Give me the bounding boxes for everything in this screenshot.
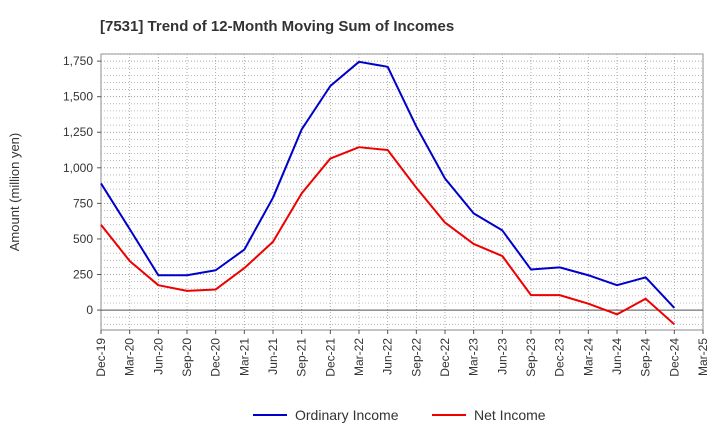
- legend: Ordinary Income Net Income: [253, 407, 546, 423]
- x-tick-label: Mar-24: [581, 338, 595, 376]
- x-tick-label: Sep-21: [295, 338, 309, 377]
- y-tick-label: 0: [86, 303, 93, 317]
- x-tick-label: Dec-23: [553, 338, 567, 377]
- y-tick-label: 1,750: [63, 54, 93, 68]
- x-tick-label: Dec-22: [438, 338, 452, 377]
- x-tick-label: Dec-24: [667, 338, 681, 377]
- y-axis-label: Amount (million yen): [7, 133, 22, 252]
- legend-label: Net Income: [474, 407, 546, 423]
- y-tick-label: 1,000: [63, 161, 93, 175]
- x-tick-label: Sep-22: [409, 338, 423, 377]
- grid-lines: [100, 53, 704, 330]
- x-tick-label: Sep-20: [180, 338, 194, 377]
- series-line-ordinary-income: [100, 60, 676, 309]
- x-tick-label: Dec-19: [94, 338, 108, 377]
- series-lines: [100, 60, 676, 326]
- legend-label: Ordinary Income: [295, 407, 399, 423]
- y-tick-label: 250: [73, 268, 93, 282]
- x-tick-label: Dec-20: [209, 338, 223, 377]
- x-axis-ticks: Dec-19 Mar-20 Jun-20 Sep-20 Dec-20 Mar-21 Jun-…: [94, 330, 710, 377]
- x-tick-label: Mar-25: [696, 338, 710, 376]
- x-tick-label: Dec-21: [323, 338, 337, 377]
- x-tick-label: Jun-20: [151, 338, 165, 375]
- x-tick-label: Jun-23: [495, 338, 509, 375]
- y-tick-label: 1,250: [63, 125, 93, 139]
- y-tick-label: 500: [73, 232, 93, 246]
- x-tick-label: Mar-23: [467, 338, 481, 376]
- x-tick-label: Mar-21: [237, 338, 251, 376]
- x-tick-label: Jun-24: [610, 338, 624, 375]
- x-tick-label: Jun-21: [266, 338, 280, 375]
- y-tick-label: 750: [73, 196, 93, 210]
- x-tick-label: Mar-22: [352, 338, 366, 376]
- x-tick-label: Sep-23: [524, 338, 538, 377]
- x-tick-label: Jun-22: [381, 338, 395, 375]
- series-line-net-income: [100, 146, 675, 326]
- plot-area: [100, 53, 704, 331]
- x-tick-label: Sep-24: [639, 338, 653, 377]
- y-axis-ticks: 0 250 500 750 1,000 1,250 1,500 1,750: [63, 54, 101, 317]
- y-tick-label: 1,500: [63, 90, 93, 104]
- chart-title: [7531] Trend of 12-Month Moving Sum of I…: [100, 18, 454, 35]
- x-tick-label: Mar-20: [123, 338, 137, 376]
